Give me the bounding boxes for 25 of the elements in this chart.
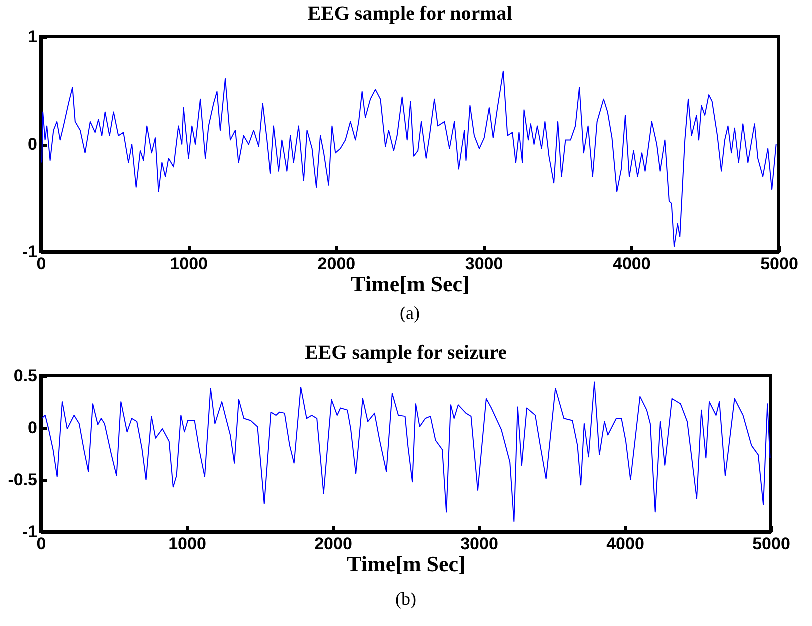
y-tick-label: 0 [28,135,38,154]
y-tick-label: -0.5 [8,470,38,490]
y-tick-label: 0 [28,418,38,438]
x-tick-label: 5000 [760,254,798,274]
line-series [42,70,777,248]
x-tick-label: 1000 [170,254,208,274]
y-tick-label: -1 [22,242,38,262]
y-tick-label: -1 [22,522,38,542]
y-tick-label: 1 [28,28,38,46]
x-tick-label: 3000 [465,254,504,274]
x-tick-label: 5000 [752,534,790,554]
text: (a) [400,303,420,323]
y-tick-label: 0.5 [14,366,38,386]
x-tick-label: 4000 [606,534,644,554]
x-axis-title: Time[m Sec] [347,552,466,576]
text: (b) [396,589,416,609]
line-series [42,382,771,522]
x-tick-label: 2000 [318,254,356,274]
x-tick-label: 1000 [168,534,206,554]
chart-title: EEG sample for normal [308,3,513,25]
chart-title: EEG sample for seizure [304,342,508,364]
x-tick-label: 2000 [314,534,352,554]
x-tick-label: 3000 [460,534,498,554]
x-tick-label: 4000 [612,254,651,274]
x-axis-title: Time[m Sec] [351,272,470,296]
